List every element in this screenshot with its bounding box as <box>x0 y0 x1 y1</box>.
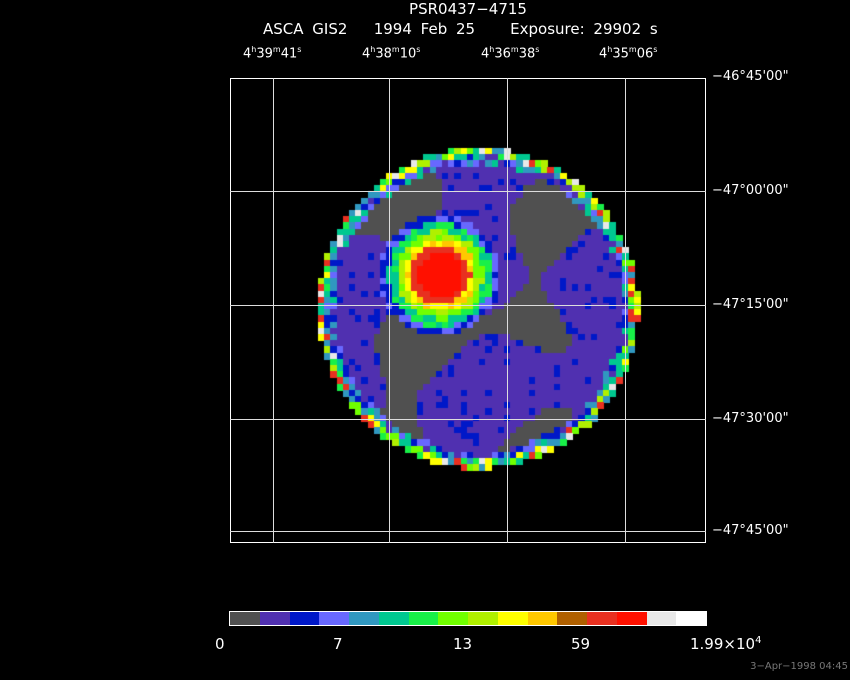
colorbar-swatch <box>438 612 468 625</box>
colorbar-swatch <box>408 612 439 625</box>
grid-line <box>507 78 508 543</box>
colorbar-swatch <box>378 612 409 625</box>
grid-line <box>230 531 706 532</box>
colorbar-swatch <box>616 612 647 625</box>
colorbar-swatch <box>349 612 379 625</box>
colorbar-swatch <box>468 612 498 625</box>
plot-title: PSR0437−4715 <box>409 0 527 18</box>
grid-line <box>230 191 706 192</box>
grid-line <box>230 305 706 306</box>
xray-image <box>230 78 706 543</box>
colorbar-swatch <box>497 612 528 625</box>
ra-label: 4h36m38s <box>481 45 540 62</box>
colorbar <box>229 611 707 626</box>
plot-frame <box>230 78 706 543</box>
dec-label: −46°45'00" <box>712 69 789 84</box>
colorbar-swatch <box>646 612 677 625</box>
colorbar-swatch <box>289 612 320 625</box>
colorbar-label: 7 <box>333 635 343 653</box>
dec-label: −47°30'00" <box>712 411 789 426</box>
exposure: Exposure: 29902 s <box>510 20 658 38</box>
obs-date: 1994 Feb 25 <box>373 20 476 38</box>
timestamp: 3−Apr−1998 04:45 <box>750 661 848 672</box>
dec-label: −47°45'00" <box>712 523 789 538</box>
dec-label: −47°15'00" <box>712 297 789 312</box>
grid-line <box>273 78 274 543</box>
colorbar-max-label: 1.99×104 <box>690 635 762 653</box>
ra-label: 4h38m10s <box>362 45 421 62</box>
colorbar-swatch <box>557 612 587 625</box>
grid-line <box>230 419 706 420</box>
grid-line <box>625 78 626 543</box>
colorbar-swatch <box>259 612 290 625</box>
dec-label: −47°00'00" <box>712 183 789 198</box>
ra-label: 4h35m06s <box>599 45 658 62</box>
instrument: ASCA GIS2 <box>263 20 348 38</box>
plot-subtitle: ASCA GIS2 1994 Feb 25 Exposure: 29902 s <box>263 20 658 38</box>
ra-label: 4h39m41s <box>243 45 302 62</box>
colorbar-swatch <box>230 612 260 625</box>
colorbar-swatch <box>527 612 558 625</box>
colorbar-label: 13 <box>453 635 473 653</box>
grid-line <box>389 78 390 543</box>
colorbar-label: 0 <box>215 635 225 653</box>
colorbar-swatch <box>587 612 617 625</box>
colorbar-swatch <box>676 612 706 625</box>
colorbar-label: 59 <box>571 635 591 653</box>
colorbar-swatch <box>319 612 349 625</box>
